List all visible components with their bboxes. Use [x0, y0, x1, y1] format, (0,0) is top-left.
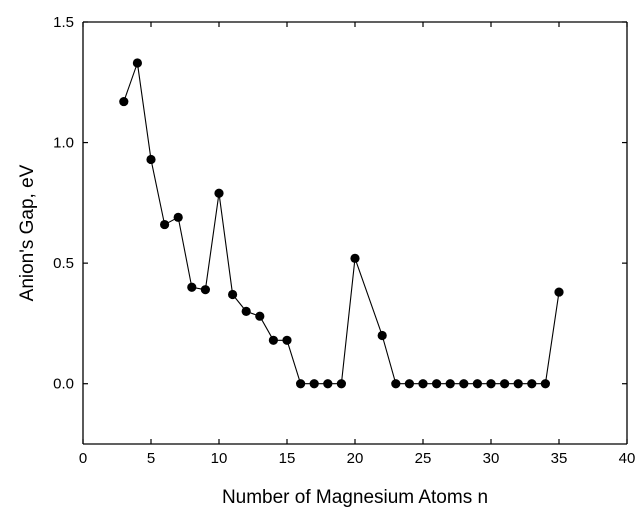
y-tick-label: 0.0	[53, 376, 74, 393]
data-point	[323, 379, 333, 389]
y-tick-label: 1.0	[53, 135, 74, 152]
data-point	[241, 306, 251, 316]
ticks: 0 5 10 15 20 25 30 35 40 0.0 0.5 1.0 1.5	[53, 14, 635, 467]
data-point	[336, 379, 346, 389]
data-point	[228, 289, 238, 300]
data-point	[513, 379, 523, 389]
y-tick-label: 0.5	[53, 255, 74, 272]
data-point	[459, 379, 469, 389]
data-point	[500, 379, 510, 389]
data-point	[160, 219, 170, 230]
data-point	[255, 311, 265, 321]
data-point	[472, 379, 482, 389]
series	[119, 58, 564, 389]
data-point	[282, 335, 292, 345]
data-point	[268, 335, 278, 345]
data-point	[486, 379, 496, 389]
data-point	[432, 379, 442, 389]
data-point	[173, 212, 183, 222]
series-line	[123, 62, 560, 385]
data-point	[132, 58, 142, 68]
data-point	[391, 379, 401, 389]
data-point	[527, 379, 537, 389]
data-point	[214, 188, 224, 198]
x-tick-label: 15	[279, 450, 296, 467]
data-point	[200, 285, 210, 295]
y-axis-label: Anion's Gap, eV	[17, 164, 38, 301]
data-point	[377, 330, 387, 341]
data-point	[404, 379, 414, 389]
data-point	[445, 379, 455, 389]
data-point	[540, 379, 551, 389]
data-point	[119, 96, 129, 107]
data-point	[554, 287, 564, 297]
x-tick-label: 25	[415, 450, 432, 467]
x-tick-label: 35	[551, 450, 568, 467]
x-tick-label: 0	[79, 450, 87, 467]
data-point	[350, 253, 360, 263]
x-tick-label: 10	[211, 450, 228, 467]
x-tick-label: 30	[483, 450, 500, 467]
x-tick-label: 40	[619, 450, 636, 467]
x-tick-label: 5	[147, 450, 155, 467]
data-point	[146, 154, 156, 165]
y-tick-label: 1.5	[53, 14, 74, 31]
data-point	[418, 379, 428, 389]
data-point	[187, 282, 197, 292]
x-tick-label: 20	[347, 450, 364, 467]
x-axis-label: Number of Magnesium Atoms n	[222, 487, 488, 508]
data-point	[296, 379, 306, 389]
data-point	[309, 379, 319, 389]
